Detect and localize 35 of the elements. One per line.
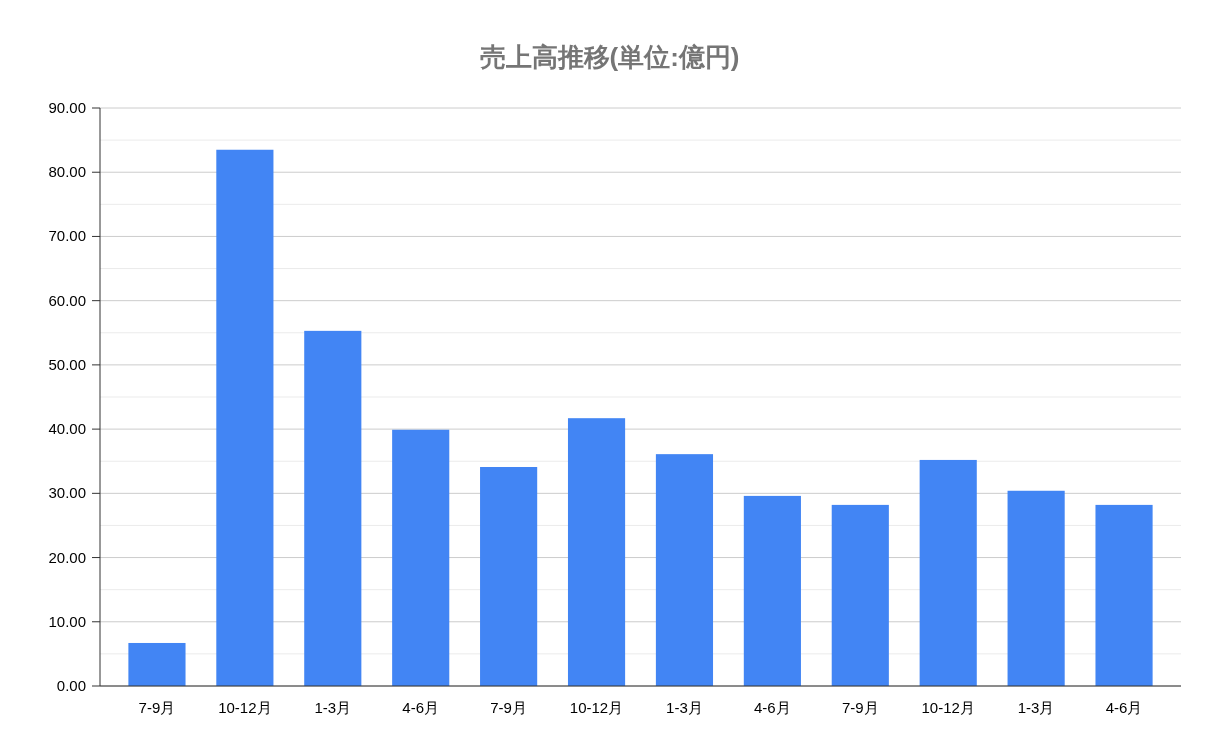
bar [480, 467, 538, 686]
y-tick-label: 40.00 [48, 420, 86, 438]
y-tick-label: 60.00 [48, 291, 86, 309]
x-tick-label: 1-3月 [1017, 699, 1055, 716]
y-tick-label: 0.00 [56, 677, 86, 694]
x-tick-label: 4-6月 [402, 699, 440, 716]
bar [216, 149, 274, 686]
bar [743, 495, 801, 686]
bar [1095, 504, 1153, 686]
y-tick-label: 50.00 [48, 355, 86, 373]
y-tick-label: 20.00 [48, 548, 86, 566]
x-tick-label: 4-6月 [1105, 699, 1143, 716]
y-tick-label: 80.00 [48, 163, 86, 181]
y-tick-label: 70.00 [48, 227, 86, 245]
x-tick-label: 10-12月 [569, 699, 624, 716]
x-tick-label: 4-6月 [754, 699, 791, 716]
x-tick-label: 10-12月 [218, 699, 272, 716]
x-tick-label: 10-12月 [921, 699, 975, 716]
y-tick-label: 30.00 [48, 484, 86, 502]
y-tick-label: 10.00 [48, 612, 86, 630]
x-tick-label: 1-3月 [666, 699, 703, 716]
x-tick-label: 7-9月 [138, 699, 176, 716]
bar [655, 454, 714, 686]
bar [831, 504, 889, 686]
bar [567, 418, 626, 686]
x-tick-label: 1-3月 [314, 699, 352, 716]
bar [304, 330, 362, 686]
x-tick-label: 7-9月 [841, 699, 879, 716]
bar [919, 459, 977, 686]
bar [1007, 490, 1065, 686]
y-tick-label: 90.00 [48, 99, 86, 116]
x-tick-label: 7-9月 [490, 699, 527, 716]
bar [392, 429, 450, 686]
chart-title: 売上高推移(単位:億円) [479, 42, 740, 72]
bar [128, 642, 186, 686]
